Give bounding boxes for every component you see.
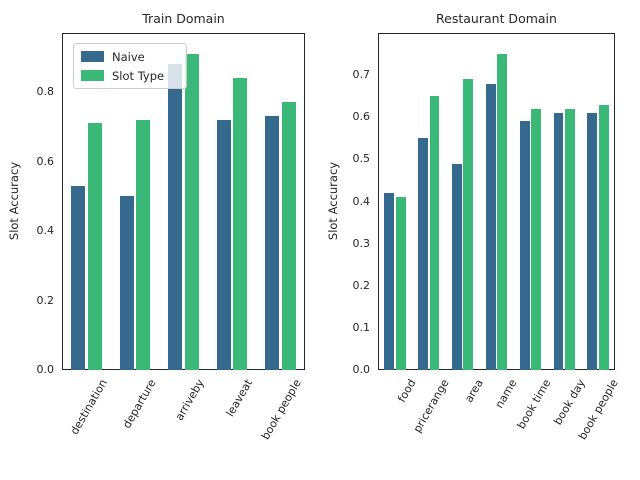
y-tick-label: 0.6 bbox=[352, 110, 371, 124]
y-tick-label: 0.6 bbox=[36, 154, 55, 168]
bar-naive bbox=[587, 113, 598, 370]
bar-naive bbox=[119, 196, 134, 370]
x-tick-label: area bbox=[462, 377, 486, 405]
plot-area-train bbox=[62, 33, 305, 370]
bar-slot-type bbox=[531, 108, 542, 370]
y-tick-label: 0.5 bbox=[352, 152, 371, 166]
bar-slot-type bbox=[497, 54, 508, 370]
bar-slot-type bbox=[565, 108, 575, 370]
legend-label-slot-type: Slot Type bbox=[112, 68, 165, 83]
x-tick-label: departure bbox=[119, 377, 159, 431]
bar-slot-type bbox=[463, 79, 474, 370]
x-tick-label: name bbox=[492, 377, 520, 411]
legend-item-slot-type: Slot Type bbox=[81, 69, 186, 83]
legend: Naive Slot Type bbox=[73, 43, 187, 89]
x-tick-label: book people bbox=[258, 377, 304, 443]
bar-slot-type bbox=[598, 104, 609, 370]
y-tick-label: 0.2 bbox=[36, 293, 55, 307]
chart-title-train: Train Domain bbox=[142, 11, 225, 26]
y-tick-label: 0.4 bbox=[36, 224, 55, 238]
y-tick-label: 0.0 bbox=[352, 363, 371, 376]
y-tick-label: 0.2 bbox=[352, 278, 371, 292]
slot-type-color-swatch bbox=[81, 70, 104, 81]
bar-naive bbox=[70, 185, 86, 370]
bar-naive bbox=[553, 113, 564, 370]
y-axis-label-train: Slot Accuracy bbox=[7, 161, 21, 241]
bar-naive bbox=[216, 119, 231, 370]
bar-slot-type bbox=[429, 96, 440, 370]
legend-item-naive: Naive bbox=[81, 50, 186, 64]
y-tick-label: 0.1 bbox=[352, 320, 371, 334]
bar-naive bbox=[485, 83, 496, 370]
bar-slot-type bbox=[87, 123, 102, 370]
bar-naive bbox=[384, 193, 395, 370]
x-tick-label: food bbox=[394, 377, 419, 405]
y-tick-label: 0.7 bbox=[352, 68, 371, 82]
bar-naive bbox=[451, 163, 462, 370]
bar-naive bbox=[265, 116, 280, 370]
y-tick-label: 0.4 bbox=[352, 194, 371, 208]
bar-slot-type bbox=[233, 78, 248, 370]
bar-slot-type bbox=[136, 119, 151, 370]
plot-area-restaurant bbox=[378, 33, 615, 370]
y-tick-label: 0.3 bbox=[352, 236, 371, 250]
bar-naive bbox=[418, 138, 428, 370]
x-tick-label: book time bbox=[514, 377, 554, 432]
bar-naive bbox=[168, 64, 183, 370]
bar-slot-type bbox=[184, 53, 199, 370]
bar-slot-type bbox=[395, 197, 406, 370]
y-tick-label: 0.0 bbox=[36, 363, 55, 376]
x-tick-label: leaveat bbox=[223, 377, 256, 419]
naive-color-swatch bbox=[81, 51, 104, 62]
chart-title-restaurant: Restaurant Domain bbox=[436, 11, 557, 26]
legend-label-naive: Naive bbox=[112, 49, 145, 64]
x-tick-label: destination bbox=[67, 377, 110, 437]
y-tick-label: 0.8 bbox=[36, 85, 55, 99]
bar-slot-type bbox=[281, 102, 296, 370]
x-tick-label: arriveby bbox=[172, 377, 207, 423]
y-axis-label-restaurant: Slot Accuracy bbox=[326, 161, 340, 241]
bar-naive bbox=[519, 121, 530, 370]
x-tick-label: book day bbox=[550, 377, 588, 428]
